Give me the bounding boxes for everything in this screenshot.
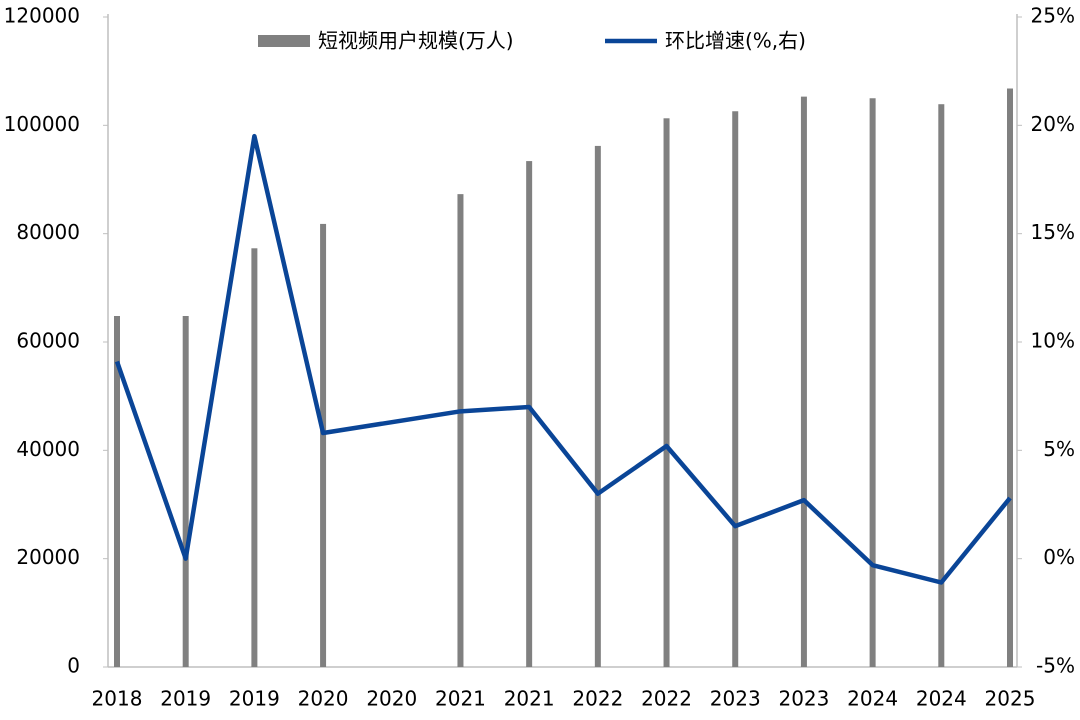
bar <box>457 194 464 667</box>
y2-tick-label: 5% <box>1043 437 1075 461</box>
x-tick-label: 2022 <box>641 687 692 711</box>
y-tick-label: 120000 <box>4 4 80 28</box>
bar <box>182 316 189 667</box>
bar <box>594 145 601 667</box>
y-tick-label: 100000 <box>4 112 80 136</box>
y2-tick-label: -5% <box>1036 654 1075 678</box>
y-tick-label: 60000 <box>16 329 80 353</box>
legend-label: 环比增速(%,右) <box>665 29 806 53</box>
bar <box>800 96 807 667</box>
x-tick-label: 2024 <box>847 687 898 711</box>
y-tick-label: 40000 <box>16 437 80 461</box>
y2-tick-label: 0% <box>1043 545 1075 569</box>
x-tick-label: 2024 <box>916 687 967 711</box>
bar <box>938 104 945 668</box>
bar <box>320 223 327 667</box>
line <box>114 133 1012 585</box>
x-tick-label: 2022 <box>572 687 623 711</box>
y-tick-label: 20000 <box>16 545 80 569</box>
x-tick-label: 2020 <box>366 687 417 711</box>
bar <box>526 161 533 668</box>
bar <box>663 118 670 667</box>
y2-tick-label: 10% <box>1031 329 1075 353</box>
x-tick-label: 2021 <box>504 687 555 711</box>
x-tick-label: 2019 <box>229 687 280 711</box>
bar <box>114 316 120 667</box>
bar <box>732 111 739 667</box>
x-tick-label: 2020 <box>298 687 349 711</box>
legend-swatch <box>258 35 310 47</box>
bar <box>251 248 258 667</box>
y2-tick-label: 25% <box>1031 4 1075 28</box>
y-tick-label: 80000 <box>16 220 80 244</box>
x-tick-label: 2023 <box>778 687 829 711</box>
bar <box>869 98 876 667</box>
legend-label: 短视频用户规模(万人) <box>318 29 514 53</box>
x-tick-label: 2019 <box>160 687 211 711</box>
x-tick-label: 2018 <box>92 687 143 711</box>
y2-tick-label: 20% <box>1031 112 1075 136</box>
y2-tick-label: 15% <box>1031 220 1075 244</box>
y-tick-label: 0 <box>67 654 80 678</box>
x-tick-label: 2021 <box>435 687 486 711</box>
x-tick-label: 2023 <box>710 687 761 711</box>
bar <box>1007 88 1013 667</box>
x-tick-label: 2025 <box>985 687 1036 711</box>
